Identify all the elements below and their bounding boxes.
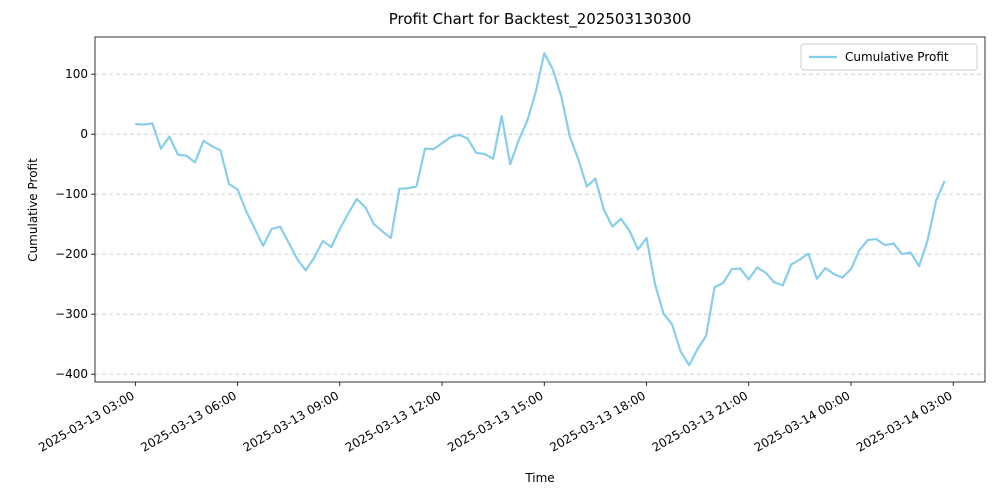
- y-tick-label: −300: [55, 307, 88, 321]
- plot-frame: [94, 36, 986, 383]
- y-tick-label: −100: [55, 187, 88, 201]
- y-tick-label: −200: [55, 247, 88, 261]
- legend-label: Cumulative Profit: [845, 50, 949, 64]
- profit-line: [135, 52, 946, 367]
- y-tick-label: −400: [55, 367, 88, 381]
- legend-box: [800, 43, 978, 71]
- x-axis-label: Time: [524, 471, 554, 485]
- chart-title: Profit Chart for Backtest_202503130300: [389, 10, 692, 29]
- y-tick-label: 100: [65, 67, 88, 81]
- y-tick-label: 0: [80, 127, 88, 141]
- y-axis-label: Cumulative Profit: [26, 158, 40, 262]
